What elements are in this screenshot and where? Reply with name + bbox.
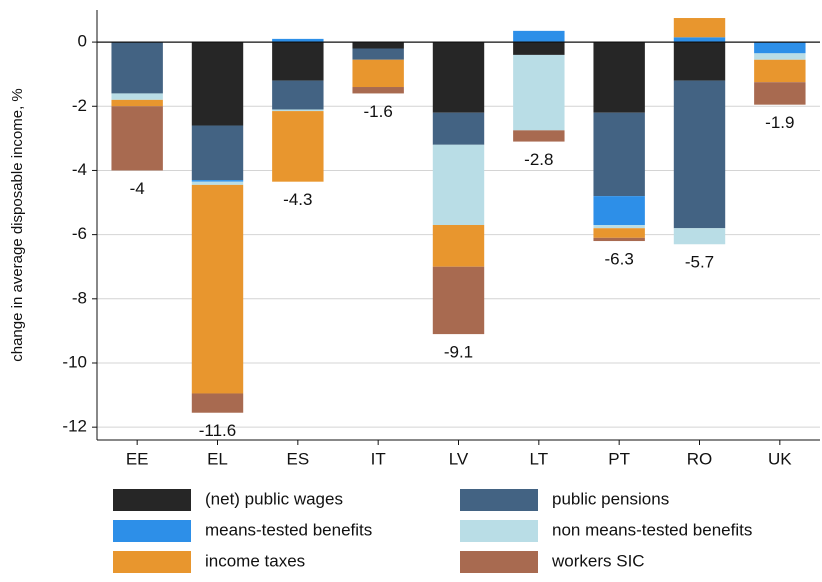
x-tick-label: RO (687, 449, 713, 468)
bar-segment (111, 99, 163, 107)
x-tick-label: EL (207, 449, 228, 468)
bar-segment (513, 42, 565, 55)
y-tick-label: 0 (78, 32, 87, 51)
legend-swatch (460, 551, 538, 573)
bar-segment (593, 237, 645, 242)
y-tick-label: -8 (72, 288, 87, 307)
legend-swatch (113, 551, 191, 573)
bar-segment (352, 87, 404, 94)
legend-label: income taxes (205, 551, 305, 570)
y-axis-label: change in average disposable income, % (9, 88, 26, 362)
y-tick-label: -12 (62, 417, 87, 436)
bar-segment (191, 180, 244, 182)
bar-segment (513, 54, 565, 131)
bar-segment (754, 42, 806, 54)
total-label: -4 (130, 179, 145, 198)
legend-label: workers SIC (551, 551, 645, 570)
x-tick-label: UK (768, 449, 792, 468)
bar-segment (111, 93, 163, 100)
bar-segment (352, 48, 404, 60)
bar-segment (432, 266, 485, 335)
legend-label: means-tested benefits (205, 520, 372, 539)
bar-segment (593, 42, 645, 113)
y-tick-label: -4 (72, 160, 87, 179)
bar-segment (191, 181, 244, 185)
total-label: -2.8 (524, 150, 553, 169)
bar-segment (432, 225, 485, 267)
legend-label: public pensions (552, 489, 669, 508)
bar-segment (673, 80, 726, 229)
bar-segment (673, 42, 726, 81)
bar-segment (191, 184, 244, 394)
total-label: -1.6 (364, 102, 393, 121)
bar-segment (673, 37, 726, 43)
x-tick-label: EE (126, 449, 149, 468)
y-tick-label: -2 (72, 96, 87, 115)
bar-segment (272, 109, 324, 112)
legend-swatch (460, 520, 538, 542)
total-label: -5.7 (685, 253, 714, 272)
y-tick-label: -6 (72, 224, 87, 243)
legend-label: (net) public wages (205, 489, 343, 508)
bar-segment (272, 38, 324, 43)
x-tick-label: LV (449, 449, 469, 468)
bar-segment (593, 196, 645, 225)
total-label: -1.9 (765, 113, 794, 132)
legend-label: non means-tested benefits (552, 520, 752, 539)
legend-swatch (113, 489, 191, 511)
bar-segment (111, 106, 163, 171)
x-tick-label: LT (530, 449, 549, 468)
bar-segment (191, 42, 244, 126)
y-tick-label: -10 (62, 352, 87, 371)
total-label: -6.3 (605, 250, 634, 269)
bar-segment (754, 53, 806, 60)
bar-segment (272, 111, 324, 182)
x-tick-label: ES (286, 449, 309, 468)
bar-segment (272, 80, 324, 110)
bar-segment (754, 59, 806, 83)
total-label: -4.3 (283, 190, 312, 209)
bar-segment (191, 393, 244, 413)
legend-swatch (113, 520, 191, 542)
bar-segment (593, 112, 645, 197)
bar-segment (673, 18, 726, 38)
bar-segment (593, 225, 645, 229)
x-tick-label: IT (371, 449, 386, 468)
bar-segment (432, 144, 485, 225)
bar-segment (432, 42, 485, 113)
bar-segment (513, 130, 565, 142)
legend-swatch (460, 489, 538, 511)
bar-segment (673, 228, 726, 245)
bar-segment (191, 125, 244, 181)
bar-segment (432, 112, 485, 145)
bar-segment (513, 30, 565, 43)
x-tick-label: PT (608, 449, 630, 468)
total-label: -11.6 (199, 421, 237, 440)
bar-segment (352, 42, 404, 49)
bar-segment (352, 59, 404, 88)
bar-segment (111, 42, 163, 94)
bar-segment (272, 42, 324, 81)
total-label: -9.1 (444, 343, 473, 362)
bar-segment (754, 82, 806, 105)
bar-segment (593, 228, 645, 238)
